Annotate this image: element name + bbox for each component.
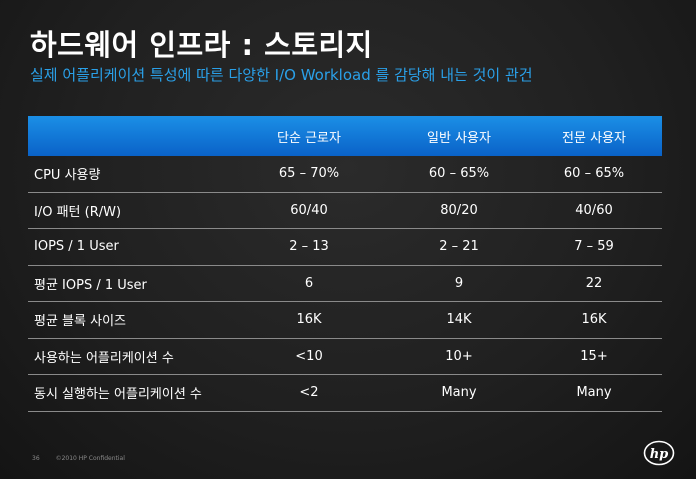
row-label: CPU 사용량 (34, 168, 101, 184)
row-label: IOPS / 1 User (34, 239, 119, 255)
slide-subtitle: 실제 어플리케이션 특성에 따른 다양한 I/O Workload 를 감당해 … (30, 66, 533, 84)
row-label: 평균 IOPS / 1 User (34, 277, 147, 293)
table-row: I/O 패턴 (R/W) 60/40 80/20 40/60 (28, 193, 662, 229)
hp-logo-icon: hp (643, 440, 675, 466)
header-cell-expert-user: 전문 사용자 (562, 130, 626, 146)
row-label: I/O 패턴 (R/W) (34, 204, 122, 220)
table-row: 동시 실행하는 어플리케이션 수 <2 Many Many (28, 375, 662, 412)
table-row: 평균 IOPS / 1 User 6 9 22 (28, 266, 662, 302)
table-cell: Many (441, 385, 477, 401)
table-header-row: 단순 근로자 일반 사용자 전문 사용자 (28, 116, 662, 156)
copyright-text: ©2010 HP Confidential (55, 455, 125, 462)
header-cell-simple-worker: 단순 근로자 (277, 130, 341, 146)
table-cell: 10+ (445, 348, 473, 364)
table-row: 평균 블록 사이즈 16K 14K 16K (28, 302, 662, 339)
table-cell: 9 (454, 275, 464, 291)
table-row: CPU 사용량 65 – 70% 60 – 65% 60 – 65% (28, 156, 662, 193)
table-row: IOPS / 1 User 2 – 13 2 – 21 7 – 59 (28, 229, 662, 266)
table-cell: 40/60 (575, 202, 613, 218)
table-cell: 16K (581, 312, 607, 328)
table-cell: 16K (296, 312, 322, 328)
table-cell: <2 (299, 385, 319, 401)
table-cell: 2 – 21 (439, 239, 479, 255)
table-cell: 6 (304, 275, 314, 291)
table-cell: Many (576, 385, 612, 401)
table-cell: 14K (446, 312, 472, 328)
table-cell: 80/20 (440, 202, 478, 218)
table-cell: 60 – 65% (428, 166, 490, 182)
header-cell-general-user: 일반 사용자 (427, 130, 491, 146)
table-cell: 65 – 70% (278, 166, 340, 182)
table-cell: 7 – 59 (574, 239, 614, 255)
table-cell: 15+ (580, 348, 608, 364)
slide-title: 하드웨어 인프라 : 스토리지 (30, 28, 373, 62)
table-cell: <10 (295, 348, 323, 364)
row-label: 평균 블록 사이즈 (34, 314, 126, 330)
comparison-table: 단순 근로자 일반 사용자 전문 사용자 CPU 사용량 65 – 70% 60… (28, 116, 662, 412)
row-label: 동시 실행하는 어플리케이션 수 (34, 387, 202, 403)
table-cell: 60/40 (290, 202, 328, 218)
footer: 36 ©2010 HP Confidential (32, 455, 139, 462)
table-cell: 60 – 65% (563, 166, 625, 182)
page-number: 36 (32, 455, 40, 462)
hp-logo-text: hp (650, 447, 669, 462)
row-label: 사용하는 어플리케이션 수 (34, 350, 174, 366)
table-row: 사용하는 어플리케이션 수 <10 10+ 15+ (28, 339, 662, 375)
table-cell: 2 – 13 (289, 239, 329, 255)
table-cell: 22 (585, 275, 603, 291)
